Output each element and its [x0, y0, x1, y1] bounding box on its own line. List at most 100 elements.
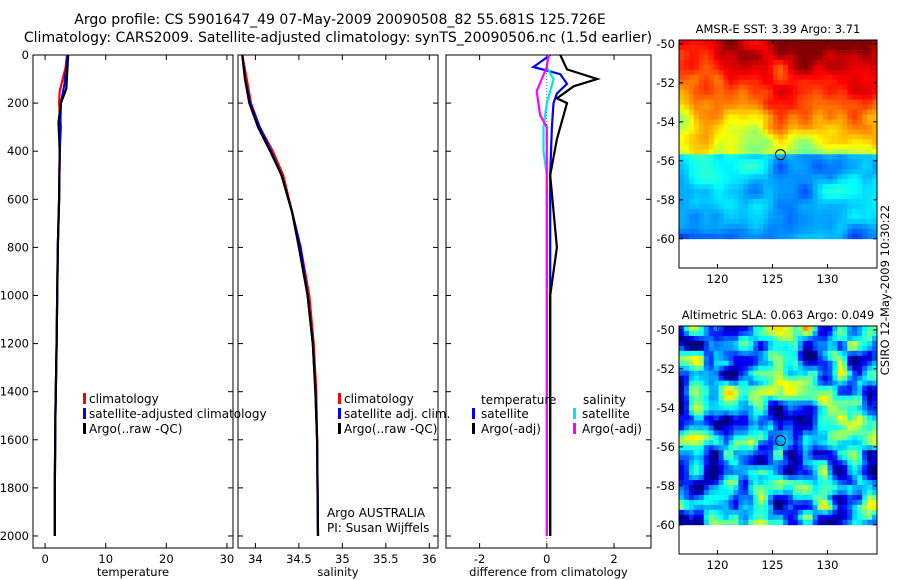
- heatmap-cell: [852, 99, 858, 105]
- heatmap-cell: [832, 124, 838, 130]
- heatmap-cell: [778, 489, 784, 496]
- heatmap-cell: [763, 465, 769, 471]
- heatmap-cell: [773, 504, 779, 511]
- heatmap-cell: [852, 485, 858, 491]
- heatmap-cell: [743, 213, 749, 220]
- heatmap-cell: [773, 485, 779, 491]
- heatmap-cell: [812, 79, 818, 86]
- heatmap-cell: [837, 199, 843, 205]
- heatmap-cell: [857, 470, 863, 476]
- heatmap-cell: [852, 489, 858, 496]
- heatmap-cell: [768, 355, 774, 362]
- y-tick-label: 200: [7, 96, 29, 110]
- heatmap-cell: [738, 69, 744, 76]
- heatmap-cell: [758, 504, 764, 511]
- heatmap-cell: [753, 326, 759, 332]
- heatmap-cell: [812, 489, 818, 496]
- heatmap-cell: [768, 489, 774, 496]
- heatmap-cell: [698, 74, 705, 81]
- heatmap-cell: [872, 144, 878, 150]
- heatmap-cell: [773, 109, 779, 115]
- heatmap-cell: [693, 440, 700, 446]
- heatmap-cell: [872, 179, 878, 185]
- heatmap-cell: [773, 335, 779, 342]
- heatmap-cell: [738, 189, 744, 195]
- heatmap-cell: [822, 345, 828, 352]
- heatmap-cell: [872, 49, 878, 56]
- heatmap-cell: [753, 89, 759, 96]
- heatmap-cell: [693, 390, 700, 396]
- heatmap-cell: [679, 410, 685, 416]
- heatmap-cell: [822, 89, 828, 96]
- heatmap-cell: [817, 455, 823, 461]
- heatmap-cell: [852, 129, 858, 135]
- heatmap-cell: [782, 89, 789, 96]
- heatmap-cell: [698, 44, 705, 51]
- heatmap-cell: [822, 365, 828, 372]
- heatmap-cell: [847, 514, 853, 521]
- heatmap-cell: [758, 213, 764, 220]
- heatmap-cell: [753, 360, 759, 367]
- heatmap-cell: [822, 169, 828, 175]
- heatmap-cell: [718, 208, 724, 215]
- heatmap-cell: [768, 174, 774, 180]
- heatmap-cell: [758, 425, 764, 431]
- heatmap-cell: [822, 40, 828, 46]
- heatmap-cell: [753, 218, 759, 225]
- heatmap-cell: [733, 514, 739, 521]
- heatmap-cell: [832, 519, 838, 526]
- heatmap-cell: [827, 370, 833, 377]
- heatmap-cell: [703, 40, 710, 46]
- heatmap-cell: [693, 64, 700, 71]
- heatmap-cell: [812, 144, 818, 150]
- heatmap-cell: [807, 335, 814, 342]
- heatmap-cell: [778, 129, 784, 135]
- heatmap-cell: [753, 169, 759, 175]
- heatmap-cell: [708, 390, 715, 396]
- heatmap-cell: [842, 233, 848, 240]
- heatmap-cell: [688, 179, 695, 185]
- heatmap-cell: [792, 460, 799, 466]
- heatmap-cell: [847, 119, 853, 125]
- heatmap-cell: [778, 465, 784, 471]
- heatmap-cell: [782, 350, 789, 357]
- heatmap-cell: [748, 134, 754, 140]
- heatmap-cell: [842, 74, 848, 81]
- heatmap-cell: [708, 174, 715, 180]
- heatmap-cell: [827, 489, 833, 496]
- heatmap-cell: [872, 64, 878, 71]
- heatmap-cell: [787, 465, 794, 471]
- heatmap-cell: [728, 49, 734, 56]
- heatmap-cell: [797, 326, 804, 332]
- heatmap-cell: [822, 370, 828, 377]
- heatmap-cell: [748, 189, 754, 195]
- heatmap-cell: [753, 194, 759, 200]
- heatmap-cell: [733, 109, 739, 115]
- heatmap-cell: [872, 184, 878, 190]
- heatmap-cell: [713, 213, 719, 220]
- heatmap-cell: [773, 400, 779, 406]
- heatmap-cell: [802, 360, 809, 367]
- heatmap-cell: [703, 208, 710, 215]
- heatmap-cell: [728, 465, 734, 471]
- heatmap-cell: [708, 350, 715, 357]
- heatmap-cell: [738, 494, 744, 501]
- heatmap-cell: [852, 149, 858, 155]
- heatmap-cell: [807, 159, 814, 165]
- heatmap-cell: [718, 380, 724, 387]
- heatmap-cell: [758, 203, 764, 210]
- heatmap-cell: [817, 139, 823, 145]
- heatmap-cell: [782, 169, 789, 175]
- heatmap-cell: [708, 470, 715, 476]
- heatmap-cell: [782, 355, 789, 362]
- heatmap-cell: [807, 223, 814, 230]
- heatmap-cell: [743, 499, 749, 506]
- map-y-tick-label: -52: [656, 76, 675, 90]
- heatmap-cell: [862, 405, 868, 411]
- heatmap-cell: [708, 134, 715, 140]
- heatmap-cell: [812, 509, 818, 516]
- heatmap-cell: [753, 385, 759, 391]
- heatmap-cell: [852, 84, 858, 91]
- heatmap-cell: [782, 114, 789, 120]
- heatmap-cell: [807, 213, 814, 220]
